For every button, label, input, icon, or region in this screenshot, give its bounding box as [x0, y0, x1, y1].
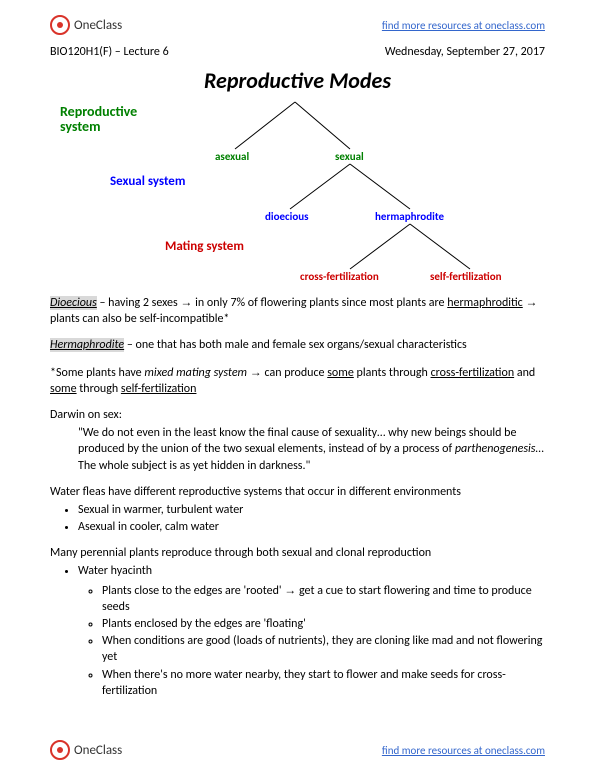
logo-text: OneClass: [74, 18, 122, 33]
list-item: When there's no more water nearby, they …: [102, 667, 545, 699]
mating-system-label: Mating system: [165, 239, 244, 254]
list-item: Water hyacinth Plants close to the edges…: [78, 563, 545, 699]
node-asexual: asexual: [215, 150, 249, 163]
site-logo[interactable]: OneClass: [50, 15, 122, 35]
node-cross-fertilization: cross-fertilization: [300, 270, 379, 283]
hermaphrodite-paragraph: Hermaphrodite – one that has both male a…: [50, 337, 545, 353]
footer-bar: OneClass find more resources at oneclass…: [50, 740, 545, 760]
node-dioecious: dioecious: [265, 210, 309, 223]
list-item: Plants close to the edges are 'rooted' →…: [102, 582, 545, 615]
darwin-quote: "We do not even in the least know the fi…: [50, 425, 545, 474]
dioecious-paragraph: Dioecious – having 2 sexes → in only 7% …: [50, 294, 545, 327]
list-item: Asexual in cooler, calm water: [78, 519, 545, 535]
list-item: When conditions are good (loads of nutri…: [102, 633, 545, 665]
header-bar: OneClass find more resources at oneclass…: [50, 15, 545, 35]
reproductive-tree: Reproductive system Sexual system Mating…: [50, 94, 545, 284]
logo-text: OneClass: [74, 743, 122, 758]
reproductive-system-label: Reproductive system: [60, 104, 170, 135]
site-logo-footer[interactable]: OneClass: [50, 740, 122, 760]
term-dioecious: Dioecious: [50, 296, 97, 310]
logo-icon: [50, 740, 70, 760]
perennial-list: Water hyacinth Plants close to the edges…: [78, 563, 545, 699]
list-item: Sexual in warmer, turbulent water: [78, 502, 545, 518]
resources-link[interactable]: find more resources at oneclass.com: [382, 19, 545, 32]
node-self-fertilization: self-fertilization: [430, 270, 502, 283]
list-item: Plants enclosed by the edges are 'floati…: [102, 616, 545, 632]
perennial-intro: Many perennial plants reproduce through …: [50, 545, 545, 561]
mixed-mating-paragraph: *Some plants have mixed mating system → …: [50, 364, 545, 397]
water-fleas-intro: Water fleas have different reproductive …: [50, 484, 545, 500]
water-fleas-list: Sexual in warmer, turbulent water Asexua…: [78, 502, 545, 535]
darwin-heading: Darwin on sex:: [50, 407, 545, 423]
node-sexual: sexual: [335, 150, 364, 163]
node-hermaphrodite: hermaphrodite: [375, 210, 444, 223]
body-text: Dioecious – having 2 sexes → in only 7% …: [50, 294, 545, 699]
sexual-system-label: Sexual system: [110, 174, 185, 189]
course-lecture: BIO120H1(F) – Lecture 6: [50, 45, 169, 59]
resources-link-footer[interactable]: find more resources at oneclass.com: [382, 744, 545, 757]
hyacinth-sublist: Plants close to the edges are 'rooted' →…: [102, 582, 545, 699]
lecture-meta: BIO120H1(F) – Lecture 6 Wednesday, Septe…: [50, 45, 545, 59]
page-title: Reproductive Modes: [50, 67, 545, 94]
lecture-date: Wednesday, September 27, 2017: [385, 45, 545, 59]
logo-icon: [50, 15, 70, 35]
term-hermaphrodite: Hermaphrodite: [50, 338, 124, 352]
